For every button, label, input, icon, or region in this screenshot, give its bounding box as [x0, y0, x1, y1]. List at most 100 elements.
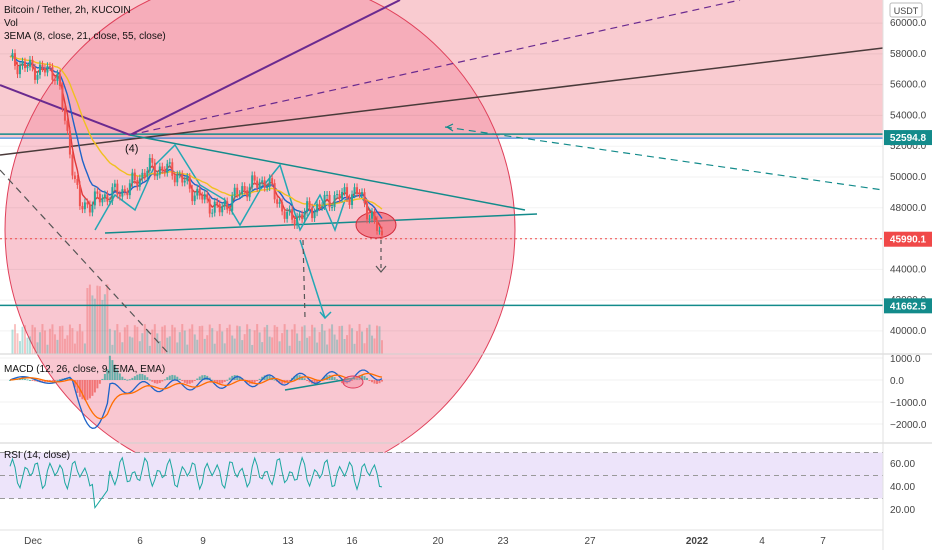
macd-histogram-bar — [93, 380, 96, 393]
candle-body — [211, 212, 214, 214]
candle-body — [86, 202, 89, 205]
macd-histogram-bar — [163, 379, 166, 381]
volume-bar — [226, 327, 229, 354]
candle-body — [148, 157, 151, 171]
volume-bar — [331, 324, 334, 354]
candle-body — [33, 67, 36, 80]
macd-histogram-bar — [181, 380, 184, 381]
time-tick-label: 27 — [584, 536, 596, 547]
macd-histogram-bar — [101, 378, 104, 380]
target-arrow — [299, 239, 326, 319]
volume-bar — [43, 330, 46, 354]
macd-histogram-bar — [156, 380, 159, 384]
candle-body — [233, 187, 236, 196]
macd-histogram-bar — [313, 380, 316, 384]
macd-histogram-bar — [221, 380, 224, 384]
price-tick-label: 58000.0 — [890, 49, 927, 60]
volume-bar — [298, 340, 301, 354]
volume-bar — [161, 326, 164, 354]
volume-bar — [186, 344, 189, 354]
candle-body — [46, 66, 49, 73]
purple-trendline — [129, 0, 401, 136]
candle-body — [283, 211, 286, 219]
macd-histogram-bar — [111, 360, 114, 380]
macd-histogram-bar — [253, 380, 256, 383]
volume-bar — [33, 327, 36, 354]
candle-body — [208, 199, 211, 214]
time-tick-label: 23 — [497, 536, 509, 547]
macd-histogram-bar — [21, 378, 24, 380]
candle-body — [336, 194, 339, 196]
volume-bar — [63, 338, 66, 354]
candle-body — [178, 174, 181, 176]
macd-histogram-bar — [306, 380, 309, 381]
macd-histogram-bar — [166, 377, 169, 380]
candle-body — [236, 187, 239, 195]
volume-bar — [73, 343, 76, 354]
volume-bar — [303, 325, 306, 354]
volume-bar — [41, 324, 44, 354]
macd-histogram-bar — [266, 375, 269, 380]
candle-body — [56, 73, 59, 81]
macd-histogram-bar — [281, 380, 284, 384]
dashed-target-arrowhead — [375, 265, 387, 273]
candle-body — [351, 194, 354, 205]
time-tick-label: 16 — [346, 536, 358, 547]
candle-body — [116, 183, 119, 195]
price-tick-label: 52000.0 — [890, 141, 927, 152]
volume-bar — [266, 324, 269, 354]
macd-histogram-bar — [211, 379, 214, 381]
candle-body — [276, 199, 279, 204]
rsi-tick: 60.00 — [890, 459, 915, 470]
upper-tag-bg — [884, 130, 932, 146]
volume-bar — [188, 328, 191, 354]
candle-body — [133, 172, 136, 181]
macd-histogram-bar — [116, 369, 119, 380]
macd-histogram-bar — [43, 380, 46, 383]
candle-body — [83, 202, 86, 210]
volume-bar — [56, 339, 59, 354]
time-tick-label: 7 — [820, 536, 826, 547]
macd-histogram-bar — [168, 375, 171, 380]
macd-histogram-bar — [223, 380, 226, 382]
macd-histogram-bar — [198, 376, 201, 380]
volume-bar — [308, 336, 311, 354]
lower-level-tag: 41662.5 — [884, 298, 932, 314]
volume-bar — [116, 324, 119, 354]
candle-body — [76, 178, 79, 185]
macd-histogram-bar — [158, 380, 161, 384]
candle-body — [213, 201, 216, 213]
volume-bar — [66, 335, 69, 354]
volume-bar — [23, 325, 26, 354]
volume-bar — [348, 324, 351, 354]
candle-body — [338, 194, 341, 199]
candle-body — [321, 206, 324, 208]
candle-body — [216, 201, 219, 205]
volume-bar — [218, 324, 221, 354]
volume-bar — [286, 329, 289, 354]
macd-histogram-bar — [56, 379, 59, 381]
current-tag-label: 45990.1 — [890, 235, 927, 246]
macd-histogram-bar — [151, 380, 154, 382]
currency-badge[interactable] — [889, 2, 923, 18]
volume-bar — [183, 330, 186, 354]
trend-drawings — [0, 0, 884, 356]
macd-histogram-bar — [193, 380, 196, 381]
volume-bar — [48, 328, 51, 354]
volume-bar — [278, 341, 281, 354]
candle-body — [203, 194, 206, 200]
candle-body — [13, 53, 16, 66]
macd-histogram-bar — [256, 380, 259, 382]
volume-bar — [138, 341, 141, 354]
volume-bar — [353, 343, 356, 354]
macd-histogram-bar — [121, 376, 124, 380]
current-tag-bg — [884, 231, 932, 247]
candle-body — [183, 180, 186, 183]
candle-body — [366, 203, 369, 220]
macd-histogram-bar — [86, 380, 89, 400]
macd-histogram-bar — [131, 377, 134, 380]
candle-body — [131, 172, 134, 184]
volume-bar — [208, 324, 211, 354]
lower-tag-label: 41662.5 — [890, 301, 927, 312]
volume-bar — [293, 324, 296, 354]
